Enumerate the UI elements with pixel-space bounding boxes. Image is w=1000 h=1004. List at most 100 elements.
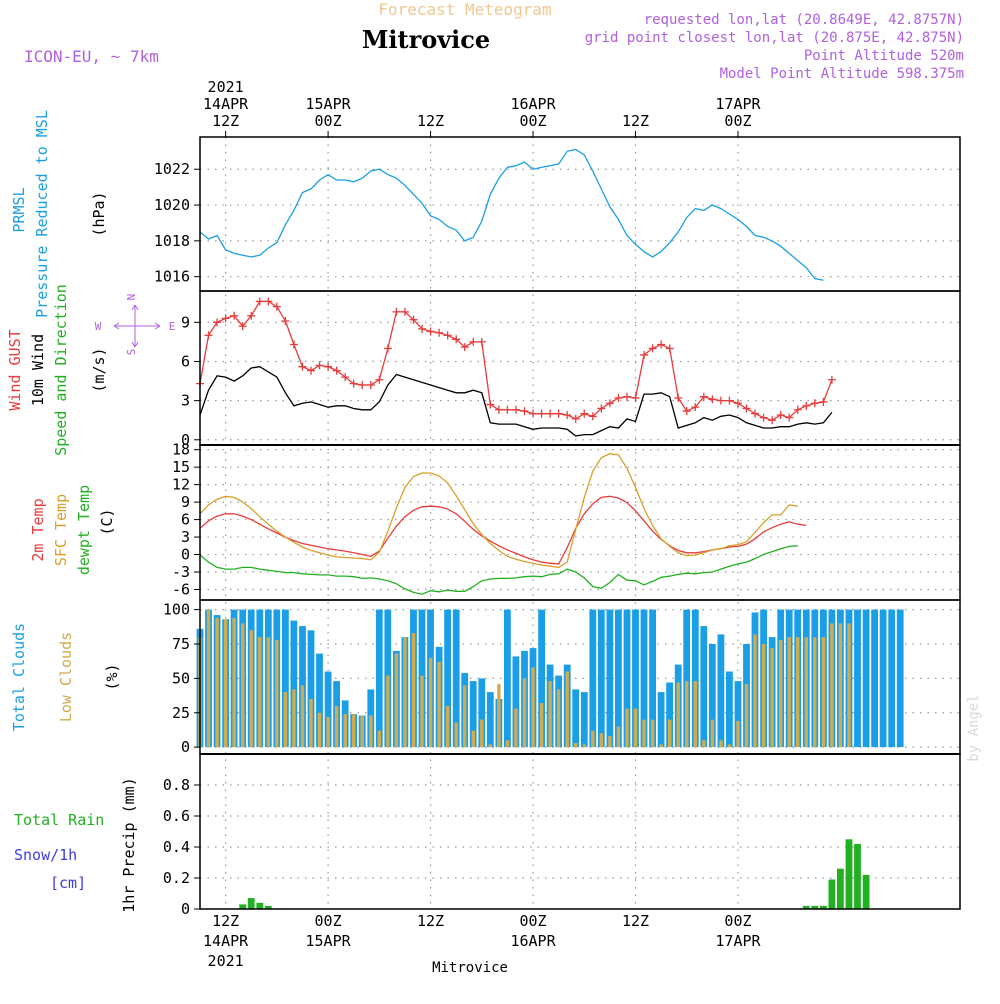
compass-n-label: N [125,294,138,301]
gust-line [199,300,833,421]
clouds-ytick-label-1: 25 [172,704,190,722]
station-title: Mitrovice [362,25,490,54]
clouds-ytick-label-3: 75 [172,635,190,653]
total-cloud-bar-80 [879,609,887,748]
bottom-time-label-4-l1: 12Z [622,912,649,930]
gust-marker-16 [332,366,341,375]
low-cloud-bar-54 [659,744,663,748]
total-cloud-bar-21 [375,609,383,748]
total-cloud-bar-37 [512,656,520,748]
low-cloud-bar-73 [821,637,826,748]
low-cloud-bar-65 [753,634,757,748]
bottom-time-label-0-l1: 12Z [212,912,239,930]
temperature-ytick-label-6: 12 [172,476,190,494]
temp-ylabel-dew: dewpt Temp [75,485,93,575]
gust-marker-38 [520,407,529,416]
gust-marker-62 [725,396,734,405]
low-cloud-bar-13 [309,699,313,748]
total-cloud-bar-53 [649,609,656,748]
wind-ytick-label-1: 3 [181,392,190,410]
temp-ylabel-2m: 2m Temp [29,498,47,561]
temperature-ytick-label-0: -6 [172,581,190,599]
total-cloud-bar-14 [316,653,323,748]
gust-marker-10 [281,317,290,326]
gust-marker-19 [358,380,367,389]
top-time-label-1-l2: 15APR [306,95,352,113]
gust-marker-32 [469,337,478,346]
low-cloud-bar-12 [300,685,305,748]
gust-marker-34 [486,400,495,409]
gust-marker-72 [810,399,819,408]
requested-coords: requested lon,lat (20.8649E, 42.8757N) [644,12,964,28]
pressure-ylabel-1: PRMSL [10,187,28,232]
rain-bar-7 [256,902,264,909]
total-cloud-bar-48 [606,609,614,748]
low-cloud-bar-31 [463,685,467,748]
low-cloud-bar-39 [531,667,535,748]
total-cloud-bar-81 [888,609,896,748]
total-cloud-bar-77 [854,609,861,748]
temperature-panel-frame [199,444,961,601]
low-cloud-bar-6 [249,630,253,748]
top-time-label-3-l2: 16APR [510,95,556,113]
wind-ylabel-gust: Wind GUST [6,329,24,410]
total-cloud-bar-13 [307,630,315,748]
gust-marker-27 [426,327,435,336]
bottom-time-label-3-l2: 16APR [510,932,556,950]
low-cloud-bar-10 [283,692,288,748]
gust-marker-73 [819,397,828,406]
pressure-ylabel-2: Pressure Reduced to MSL [33,110,51,318]
gust-marker-45 [580,409,589,418]
total-cloud-bar-82 [896,609,904,748]
low-cloud-bar-66 [761,644,766,748]
temperature-ytick-label-4: 6 [181,511,190,529]
gust-marker-8 [264,297,273,306]
low-cloud-bar-74 [830,623,834,748]
total-cloud-bar-60 [708,644,716,748]
total-cloud-bar-40 [538,609,545,748]
rain-bar-8 [264,905,272,909]
total-cloud-bar-78 [862,609,870,748]
gust-marker-6 [247,311,256,320]
bottom-time-label-0-l2: 14APR [203,932,249,950]
clouds-ytick-label-0: 0 [181,738,190,756]
low-cloud-bar-76 [847,623,851,748]
line-layer [196,148,836,595]
pressure-line [199,148,824,281]
low-cloud-bar-4 [232,617,236,748]
top-time-label-4-l3: 12Z [622,112,649,130]
gust-marker-54 [657,340,666,349]
low-cloud-bar-9 [275,639,279,748]
gust-marker-30 [452,335,461,344]
compass-w-label: W [95,320,102,333]
total-cloud-bar-54 [657,692,665,748]
gust-marker-63 [733,399,742,408]
low-cloud-bar-22 [386,675,390,748]
dewpoint-line [199,545,798,595]
bottom-time-label-5-l1: 00Z [724,912,751,930]
frame-layer [199,136,961,910]
gust-marker-68 [776,410,785,419]
total-cloud-bar-47 [597,609,605,748]
temp-ylabel-units: (C) [98,508,116,535]
low-cloud-bar-29 [445,705,450,748]
gust-marker-2 [213,318,222,327]
gust-marker-33 [477,337,486,346]
low-cloud-bar-44 [574,743,578,748]
total-cloud-bar-34 [486,692,494,748]
top-time-label-1-l3: 00Z [315,112,342,130]
top-time-label-0-l1: 2021 [208,78,244,96]
wind-ytick-label-3: 9 [181,313,190,331]
compass-s-label: S [125,349,138,356]
low-cloud-bar-3 [223,619,228,748]
clouds-ytick-label-4: 100 [163,601,190,619]
temperature-ytick-label-1: -3 [172,563,190,581]
gust-marker-17 [341,373,350,382]
gust-marker-37 [511,405,520,414]
gust-marker-7 [255,297,264,306]
rain-bar-5 [239,904,247,909]
low-cloud-bar-47 [599,733,603,748]
low-cloud-bar-27 [428,657,433,748]
